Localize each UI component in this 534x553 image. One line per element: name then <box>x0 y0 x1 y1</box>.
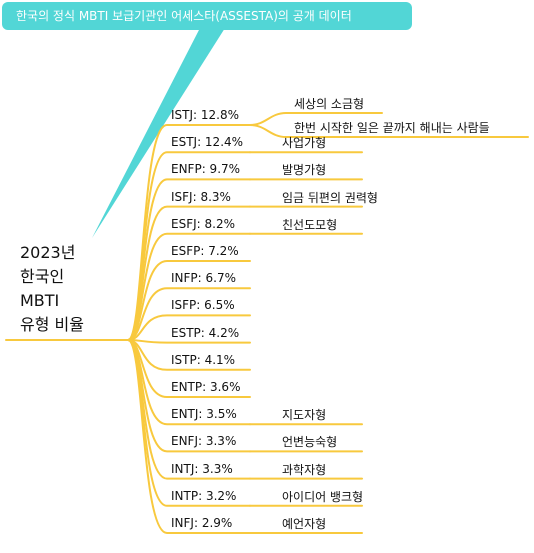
type-label-enfj: ENFJ: 3.3% <box>171 434 237 449</box>
source-callout: 한국의 정식 MBTI 보급기관인 어세스타(ASSESTA)의 공개 데이터 <box>2 2 412 30</box>
type-label-esfj: ESFJ: 8.2% <box>171 216 235 231</box>
type-label-istj: ISTJ: 12.8% <box>171 108 240 122</box>
branch-lines <box>5 112 529 534</box>
type-label-intj: INTJ: 3.3% <box>171 461 233 476</box>
nickname-label: 지도자형 <box>282 408 327 423</box>
nickname-label: 예언자형 <box>282 517 327 531</box>
nickname-label: 사업가형 <box>282 136 327 151</box>
type-label-infp: INFP: 6.7% <box>171 271 236 286</box>
nickname-label: 친선도모형 <box>282 217 338 232</box>
type-label-infj: INFJ: 2.9% <box>171 516 233 530</box>
nickname-label: 세상의 소금형 <box>294 97 365 111</box>
type-label-entj: ENTJ: 3.5% <box>171 407 237 422</box>
type-label-entp: ENTP: 3.6% <box>171 380 241 394</box>
type-label-esfp: ESFP: 7.2% <box>171 244 239 258</box>
nickname-label: 아이디어 뱅크형 <box>282 489 364 504</box>
type-label-estj: ESTJ: 12.4% <box>171 135 244 150</box>
nickname-label: 과학자형 <box>282 462 327 477</box>
type-label-intp: INTP: 3.2% <box>171 488 237 503</box>
root-title-line: 유형 비율 <box>20 315 84 334</box>
child-line <box>249 124 529 138</box>
type-label-isfj: ISFJ: 8.3% <box>171 189 231 204</box>
nickname-label: 발명가형 <box>282 163 327 178</box>
nickname-label: 한번 시작한 일은 끝까지 해내는 사람들 <box>294 121 490 135</box>
branch-line-estp <box>127 339 251 344</box>
branch-line-infj <box>127 339 251 534</box>
branch-line-infp <box>127 287 251 341</box>
nickname-label: 언변능숙형 <box>282 435 338 450</box>
root-title: 2023년 한국인 MBTI 유형 비율 <box>20 241 120 337</box>
nickname-label: 임금 뒤편의 권력형 <box>282 190 378 205</box>
type-label-estp: ESTP: 4.2% <box>171 325 240 340</box>
branch-line-esfp <box>127 260 251 341</box>
root-title-line: 2023년 <box>20 243 76 262</box>
root-title-line: 한국인 <box>20 267 65 286</box>
type-label-istp: ISTP: 4.1% <box>171 352 236 367</box>
type-label-enfp: ENFP: 9.7% <box>171 162 241 177</box>
root-title-line: MBTI <box>20 291 60 310</box>
type-label-isfp: ISFP: 6.5% <box>171 298 235 313</box>
